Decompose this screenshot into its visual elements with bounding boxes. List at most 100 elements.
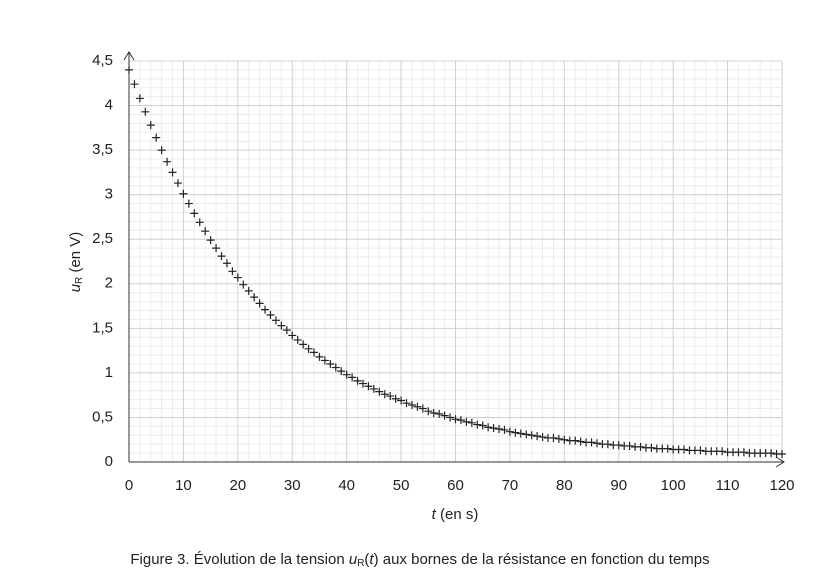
x-tick-label: 10 — [175, 477, 192, 494]
grid — [128, 60, 783, 463]
data-point — [266, 310, 275, 319]
y-tick-label: 3,5 — [92, 141, 113, 158]
data-point — [440, 411, 449, 420]
x-tick-label: 120 — [769, 477, 794, 494]
data-point — [369, 384, 378, 393]
data-point — [407, 400, 416, 409]
data-point — [331, 363, 340, 372]
data-point — [348, 373, 357, 382]
data-point — [614, 441, 623, 450]
data-point — [250, 293, 259, 302]
y-tick-label: 3 — [105, 186, 113, 203]
data-point — [233, 273, 242, 282]
data-point — [527, 431, 536, 440]
text-part: u — [349, 551, 358, 568]
y-tick-label: 4 — [105, 97, 113, 114]
data-point — [767, 449, 776, 458]
data-point — [282, 326, 291, 335]
axes: 0 10 20 30 40 50 60 70 80 90 100 110 120 0 0,5 1 1,5 2 2,5… — [92, 51, 795, 494]
data-point — [190, 209, 199, 218]
data-point — [554, 434, 563, 443]
data-point — [326, 359, 335, 368]
y-tick-label: 1 — [105, 364, 113, 381]
data-point — [538, 433, 547, 442]
x-tick-label: 70 — [502, 477, 519, 494]
data-point — [402, 399, 411, 408]
data-point — [271, 316, 280, 325]
data-point — [212, 244, 221, 253]
data-point — [299, 340, 308, 349]
data-point — [489, 424, 498, 433]
data-point — [418, 404, 427, 413]
data-point — [179, 189, 188, 198]
data-point — [222, 259, 231, 268]
data-point — [696, 446, 705, 455]
text-part: R — [74, 277, 85, 284]
data-point — [310, 348, 319, 357]
data-point — [342, 370, 351, 379]
data-point — [576, 437, 585, 446]
data-point — [495, 425, 504, 434]
data-point — [778, 449, 786, 458]
data-point — [603, 440, 612, 449]
data-point — [718, 447, 727, 456]
data-point — [533, 432, 542, 441]
y-axis-arrow — [123, 51, 135, 61]
data-point — [663, 444, 672, 453]
data-point — [549, 433, 558, 442]
data-point — [244, 286, 253, 295]
data-point — [217, 252, 226, 261]
data-point — [636, 442, 645, 451]
data-point — [125, 65, 133, 74]
text-part: ( — [364, 551, 369, 568]
data-point — [516, 429, 525, 438]
x-tick-label: 110 — [716, 477, 740, 494]
x-tick-label: 20 — [229, 477, 246, 494]
data-point — [413, 402, 422, 411]
data-point — [157, 146, 166, 155]
data-point — [288, 331, 297, 340]
data-point — [277, 321, 286, 330]
data-point — [647, 443, 656, 452]
data-point — [353, 376, 362, 385]
data-point — [293, 335, 302, 344]
caption: Figure 3. Évolution de la tension uR(t) … — [130, 551, 709, 569]
x-tick-label: 100 — [661, 477, 686, 494]
y-tick-label: 2,5 — [92, 230, 113, 247]
y-tick-label: 2 — [105, 275, 113, 292]
data-point — [467, 418, 476, 427]
x-tick-label: 60 — [447, 477, 464, 494]
data-point — [130, 80, 139, 89]
data-point — [739, 448, 748, 457]
data-point — [446, 413, 455, 422]
data-point — [456, 416, 465, 425]
text-part: (en V) — [67, 232, 84, 277]
data-point — [201, 227, 210, 236]
text-part: t — [432, 506, 437, 523]
text-part: R — [357, 558, 364, 569]
data-point — [163, 157, 172, 166]
x-tick-label: 40 — [338, 477, 355, 494]
data-point — [304, 344, 313, 353]
data-point — [435, 409, 444, 418]
data-point — [173, 179, 182, 188]
data-point — [380, 390, 389, 399]
data-point — [478, 421, 487, 430]
data-point — [358, 379, 367, 388]
y-tick-label: 4,5 — [92, 52, 113, 69]
data-point — [152, 133, 161, 142]
data-point — [135, 94, 144, 103]
x-axis-label: t (en s) — [432, 506, 479, 523]
data-point — [680, 445, 689, 454]
data-point — [505, 427, 514, 436]
data-point — [587, 438, 596, 447]
data-point — [239, 280, 248, 289]
text-part: (en s) — [436, 506, 479, 523]
data-point — [364, 382, 373, 391]
x-tick-label: 80 — [556, 477, 573, 494]
data-point — [255, 299, 264, 308]
data-point — [146, 121, 155, 130]
y-tick-label: 0 — [105, 453, 113, 470]
x-axis-arrow — [775, 456, 785, 468]
data-point — [386, 392, 395, 401]
